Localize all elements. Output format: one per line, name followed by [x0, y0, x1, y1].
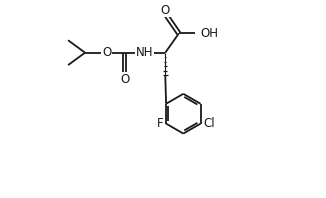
Text: O: O — [120, 73, 129, 86]
Text: NH: NH — [136, 46, 154, 59]
Text: F: F — [156, 117, 163, 130]
Text: O: O — [102, 46, 111, 59]
Text: O: O — [161, 4, 170, 17]
Text: OH: OH — [200, 27, 218, 40]
Text: Cl: Cl — [203, 117, 215, 130]
